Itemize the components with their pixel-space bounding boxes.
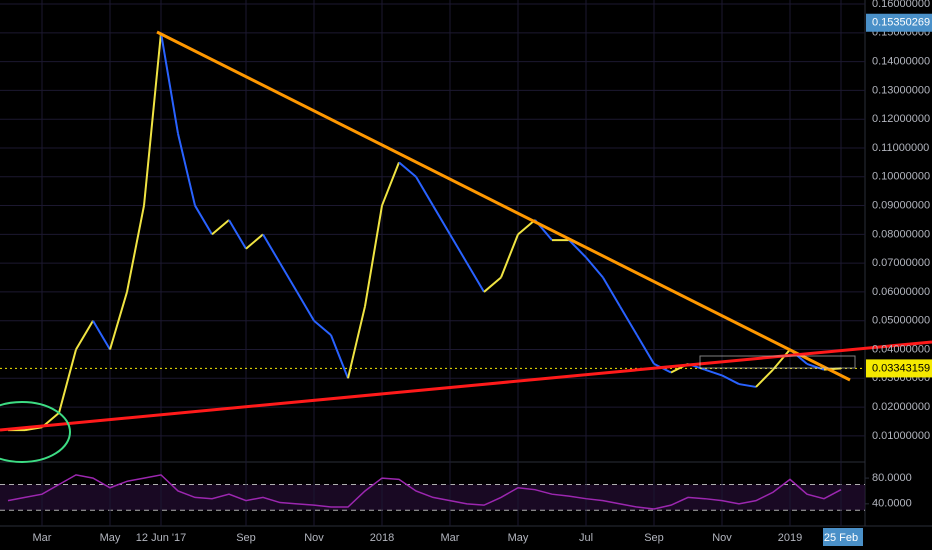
price-segment [432,205,451,235]
x-tick-label: Nov [712,532,732,544]
price-segment [313,319,332,336]
price-segment [585,256,604,279]
x-tick-label: 25 Feb [824,532,858,544]
price-segment [58,349,77,414]
price-segment [517,219,536,236]
current-date-box [823,528,863,546]
range-box [699,355,856,369]
price-segment [449,233,468,264]
price-segment [75,320,94,351]
y-tick-label: 0.11000000 [872,142,929,154]
price-segment [398,161,417,178]
price-segment [211,219,230,236]
price-segment [466,262,485,293]
price-segment [704,368,723,377]
x-tick-label: 12 Jun '17 [136,532,186,544]
y-tick-label: 0.01000000 [872,430,930,442]
x-tick-label: Mar [441,532,460,544]
price-segment [483,276,502,293]
x-tick-label: Jul [579,532,593,544]
x-tick-label: Nov [304,532,324,544]
y-tick-label: 0.16000000 [872,0,930,10]
price-segment [636,334,655,365]
rsi-line [7,474,842,510]
price-segment [228,219,247,250]
y-tick-label: 0.12000000 [872,113,930,125]
y-tick-label: 0.05000000 [872,315,930,327]
rsi-tick-label: 80.0000 [872,472,912,484]
y-tick-label: 0.14000000 [872,56,930,68]
trendline-orange [156,30,851,382]
price-segment [126,205,145,293]
price-segment [330,334,349,379]
x-tick-label: 2019 [778,532,802,544]
y-tick-label: 0.08000000 [872,228,930,240]
last-price-box [866,359,932,378]
price-segment [296,291,315,322]
high-price-label: 0.15350269 [872,17,930,29]
y-tick-label: 0.07000000 [872,257,930,269]
trendline-red [0,340,932,432]
price-segment [500,233,519,278]
x-tick-label: Mar [33,532,52,544]
y-tick-label: 0.06000000 [872,286,930,298]
price-segment [279,262,298,293]
price-segment [619,305,638,336]
labels: 0.010000000.020000000.030000000.04000000… [33,0,932,546]
y-tick-label: 0.10000000 [872,171,930,183]
x-tick-label: May [508,532,529,544]
price-segment [721,374,740,385]
price-segment [347,306,366,379]
y-tick-label: 0.13000000 [872,84,930,96]
y-tick-label: 0.02000000 [872,401,930,413]
price-segment [364,205,383,307]
price-segment [92,320,111,351]
highlight-ellipse [0,401,71,463]
price-segment [177,133,196,206]
price-segment [109,291,128,350]
x-tick-label: May [100,532,121,544]
price-segment [755,368,774,388]
price-segment [772,348,791,371]
x-tick-label: Sep [644,532,664,544]
price-segment [602,277,621,307]
price-segment [738,383,757,388]
price-segment [568,239,587,259]
y-tick-label: 0.09000000 [872,199,930,211]
x-tick-label: 2018 [370,532,394,544]
price-segment [381,162,400,206]
price-segment [160,32,179,134]
price-segment [194,205,213,235]
price-segment [262,233,281,264]
price-segment [415,176,434,207]
high-price-box [866,13,932,32]
x-tick-label: Sep [236,532,256,544]
price-segment [143,32,162,206]
price-segment [245,233,264,250]
last-price-label: 0.03343159 [872,362,930,374]
rsi-tick-label: 40.0000 [872,498,912,510]
y-tick-label: 0.04000000 [872,343,930,355]
